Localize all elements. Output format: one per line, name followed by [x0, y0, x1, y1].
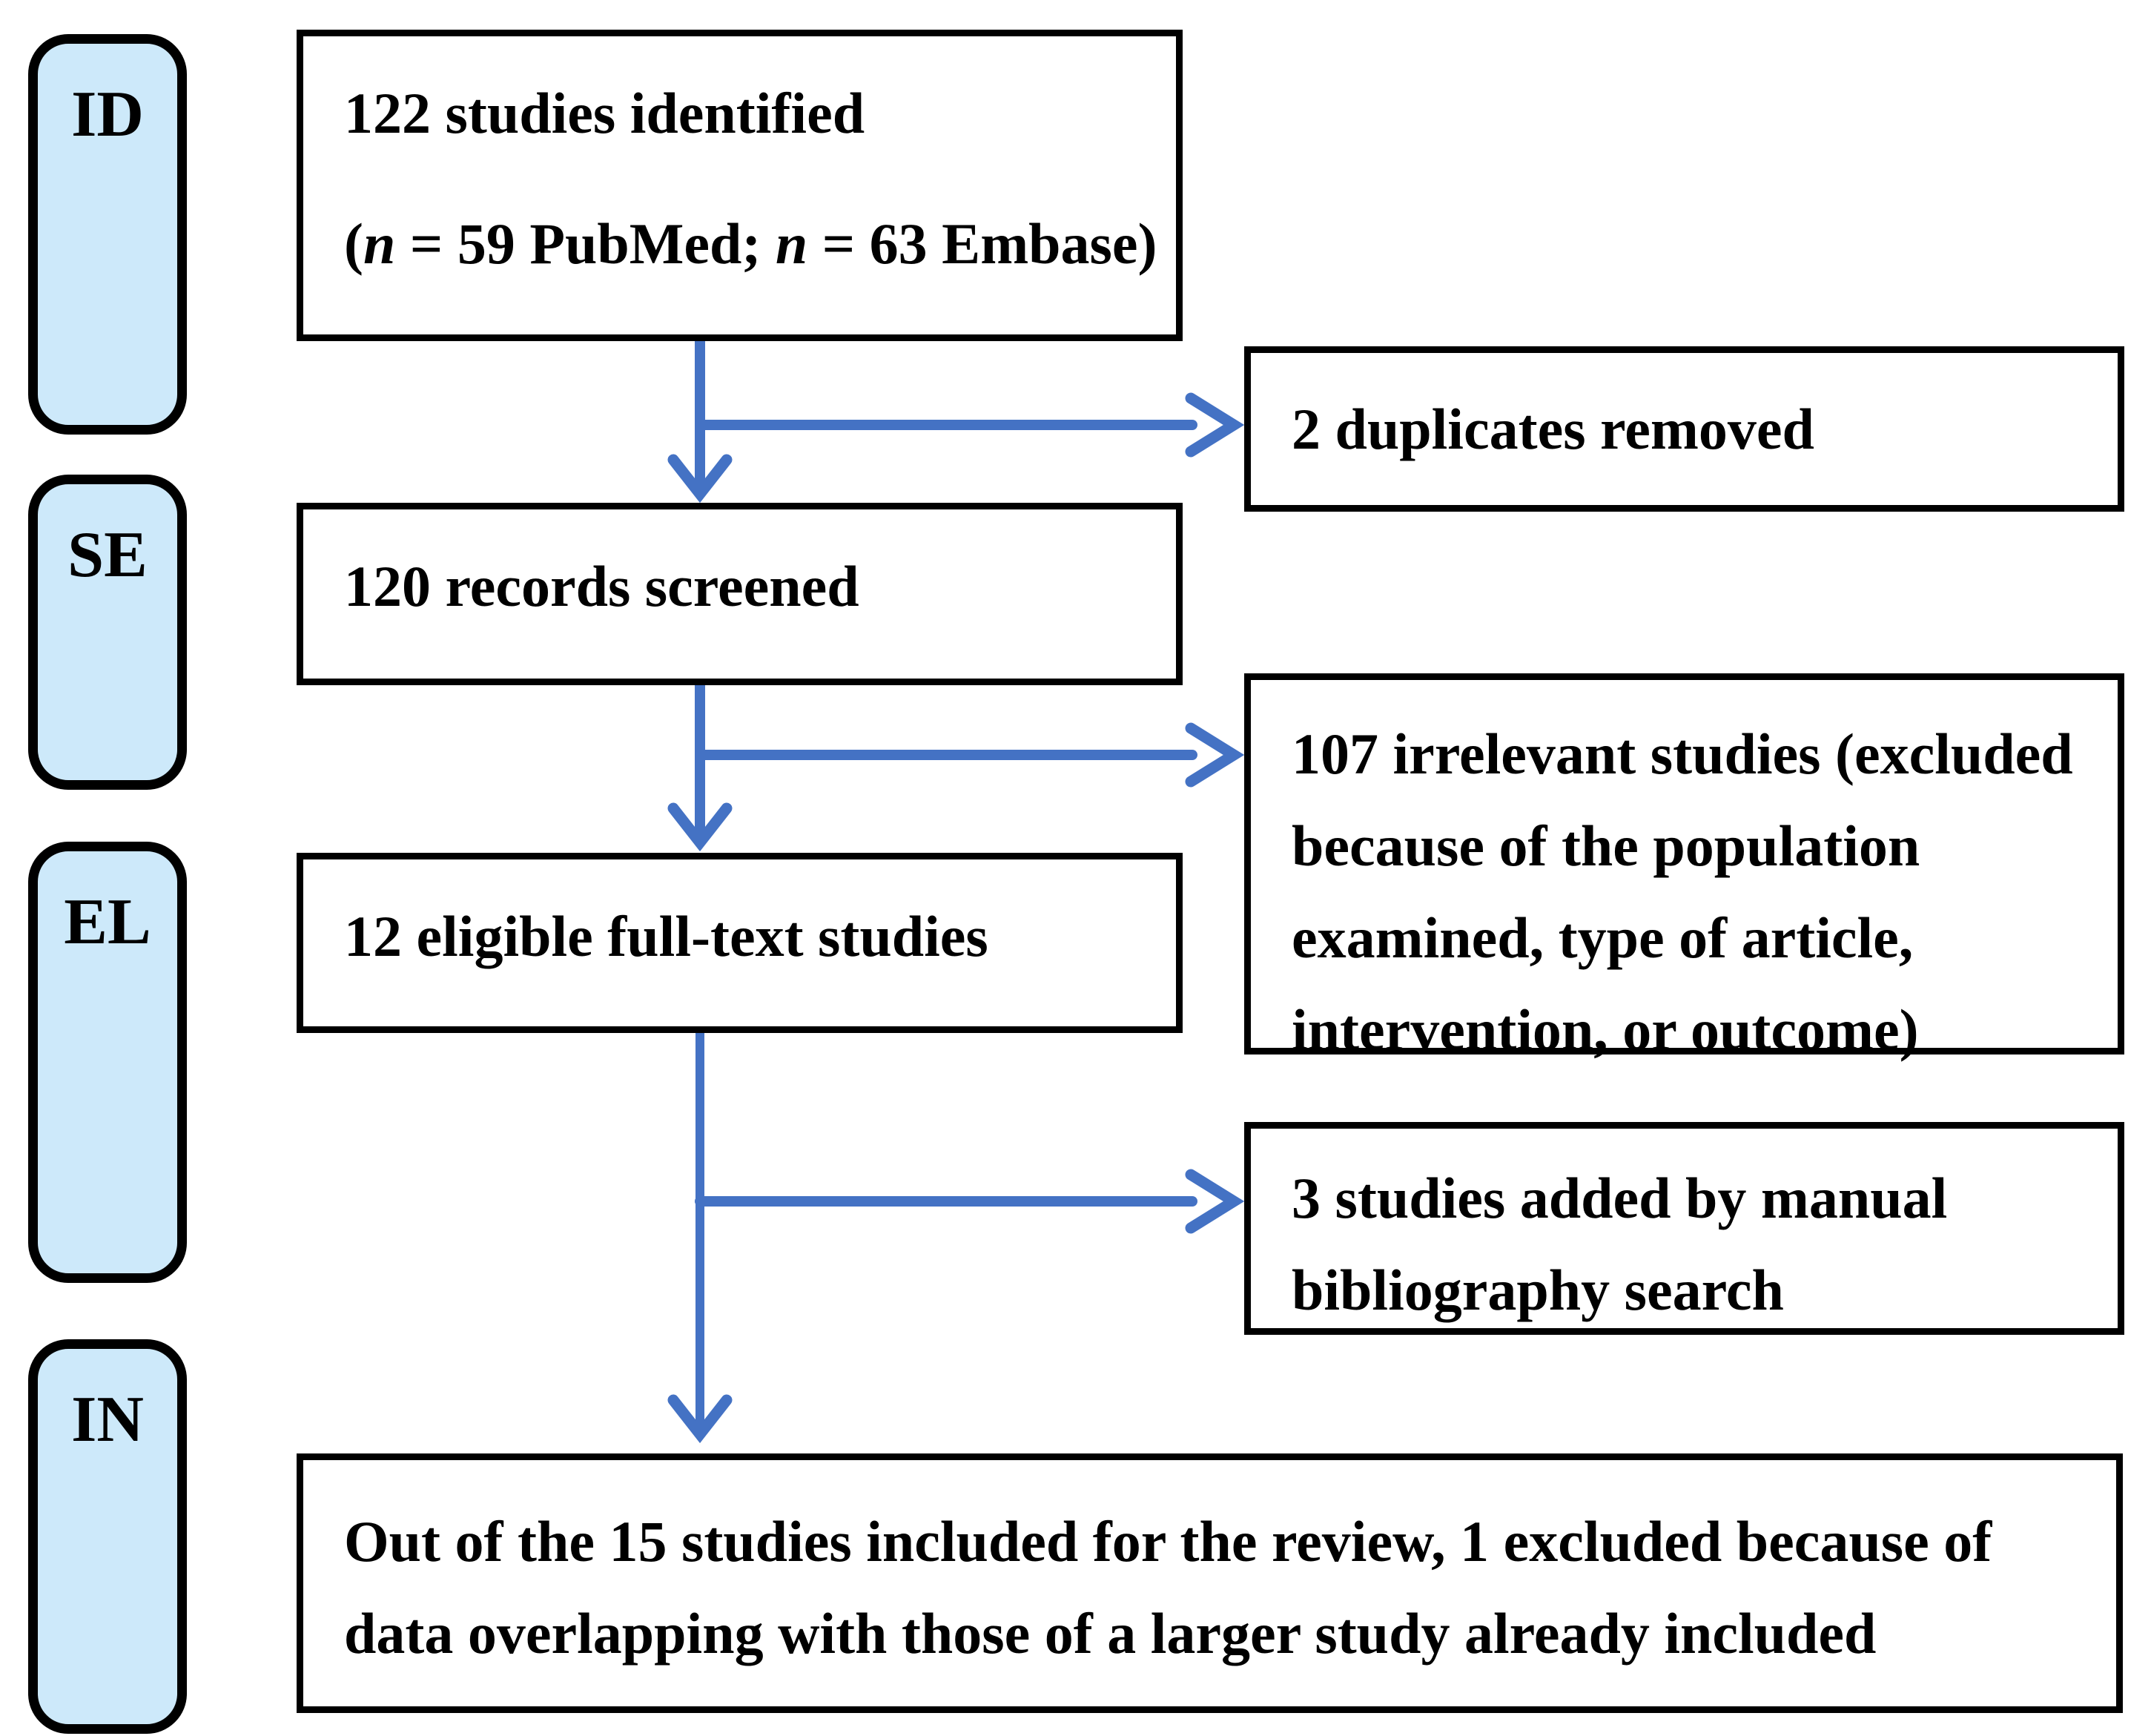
stage-label-identification-text: ID — [71, 79, 144, 151]
stage-label-inclusion-text: IN — [71, 1384, 144, 1456]
duplicates-text: 2 duplicates removed — [1292, 396, 1814, 461]
box-irrelevant-excluded: 107 irrelevant studies (excluded because… — [1244, 673, 2124, 1062]
identified-count-text: 122 studies identified — [344, 81, 865, 145]
manual-text-line-1: 3 studies added by manual — [1292, 1166, 1948, 1230]
eligible-text: 12 eligible full-text studies — [344, 904, 988, 968]
included-text-line-2: data overlapping with those of a larger … — [344, 1601, 1877, 1666]
box-duplicates-removed: 2 duplicates removed — [1244, 346, 2124, 512]
included-text-line-1: Out of the 15 studies included for the r… — [344, 1509, 1992, 1574]
n-symbol: n — [363, 211, 396, 276]
stage-label-eligibility-text: EL — [64, 886, 151, 958]
box-manual-bibliography-added: 3 studies added by manual bibliography s… — [1244, 1122, 2124, 1335]
arrow-branch-to-duplicates — [695, 392, 1245, 458]
stage-label-screening-text: SE — [67, 519, 148, 591]
stage-label-inclusion: IN — [28, 1339, 187, 1734]
stage-label-eligibility: EL — [28, 842, 187, 1283]
stage-label-screening: SE — [28, 475, 187, 790]
manual-text-line-2: bibliography search — [1292, 1258, 1784, 1322]
box-records-screened: 120 records screened — [297, 503, 1183, 685]
arrow-eligible-to-included — [667, 1026, 733, 1444]
box-included-for-review: Out of the 15 studies included for the r… — [297, 1453, 2123, 1713]
arrow-identified-to-screened — [667, 336, 733, 504]
stage-label-identification: ID — [28, 34, 187, 435]
box-studies-identified: 122 studies identified (n = 59 PubMed; n… — [297, 30, 1183, 341]
box-eligible-fulltext: 12 eligible full-text studies — [297, 853, 1183, 1033]
screened-text: 120 records screened — [344, 554, 859, 618]
arrow-branch-to-manual — [695, 1169, 1245, 1234]
n-symbol: n — [775, 211, 808, 276]
irrelevant-text-line-4: intervention, or outcome) — [1292, 997, 1919, 1062]
arrow-branch-to-irrelevant — [695, 722, 1245, 788]
irrelevant-text-line-3: examined, type of article, — [1292, 905, 1914, 970]
identified-sources-text: (n = 59 PubMed; n = 63 Embase) — [344, 211, 1157, 276]
irrelevant-text-line-2: because of the population — [1292, 813, 1920, 878]
arrow-screened-to-eligible — [667, 677, 733, 852]
irrelevant-text-line-1: 107 irrelevant studies (excluded — [1292, 722, 2073, 786]
